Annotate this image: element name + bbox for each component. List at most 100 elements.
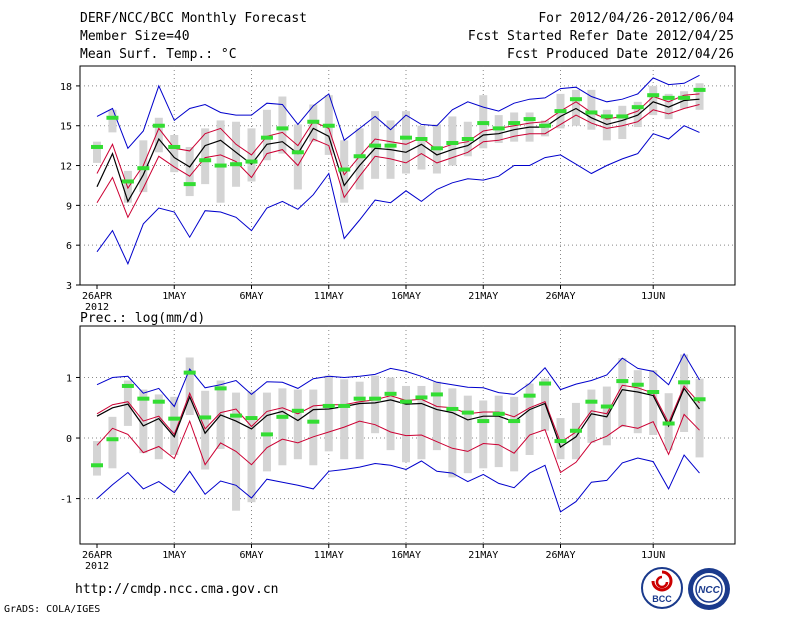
series-line-lower	[96, 413, 700, 474]
median-marker	[631, 382, 644, 387]
y-tick-label: 12	[60, 162, 72, 173]
source-url[interactable]: http://cmdp.ncc.cma.gov.cn	[75, 582, 279, 597]
spread-box	[309, 389, 318, 466]
median-marker	[508, 121, 521, 126]
median-marker	[662, 421, 675, 426]
spread-box	[108, 109, 117, 133]
spread-box	[618, 105, 627, 139]
x-tick-label: 1JUN	[641, 291, 665, 302]
median-marker	[415, 395, 428, 400]
ncc-logo: NCC	[688, 568, 730, 610]
median-marker	[276, 126, 289, 131]
bcc-logo-text: BCC	[652, 594, 672, 604]
median-marker	[384, 143, 397, 148]
spread-box	[93, 141, 101, 163]
median-marker	[461, 137, 474, 141]
x-tick-label: 6MAY	[239, 291, 263, 302]
median-marker	[137, 396, 150, 401]
median-marker	[384, 391, 397, 396]
x-tick-label: 6MAY	[239, 550, 263, 561]
median-marker	[369, 396, 382, 401]
spread-box	[93, 441, 101, 476]
series-line-max	[96, 352, 700, 408]
median-marker	[631, 105, 644, 110]
y-tick-label: 3	[66, 281, 72, 292]
median-marker	[569, 97, 582, 102]
x-tick-sublabel: 2012	[85, 302, 109, 313]
series-line-min	[96, 125, 700, 266]
median-marker	[183, 182, 196, 187]
member-size: Member Size=40	[80, 29, 190, 44]
panel-title: Prec.: log(mm/d)	[80, 311, 205, 326]
spread-box	[262, 392, 271, 472]
median-marker	[461, 410, 474, 415]
spread-box	[649, 85, 658, 116]
spread-box	[556, 418, 565, 460]
spread-box	[417, 125, 426, 170]
median-marker	[338, 167, 351, 172]
median-marker	[106, 115, 119, 120]
spread-box	[494, 395, 503, 468]
spread-box	[170, 135, 179, 173]
median-marker	[647, 390, 660, 395]
median-marker	[168, 144, 181, 149]
median-marker	[106, 437, 119, 442]
spread-box	[587, 89, 596, 130]
x-tick-label: 16MAY	[391, 550, 421, 561]
median-marker	[616, 379, 629, 384]
ncc-logo-text: NCC	[698, 585, 720, 596]
median-marker	[199, 158, 212, 163]
series-line-mean	[96, 387, 700, 449]
spread-box	[695, 378, 704, 458]
series-line-mean	[96, 98, 700, 203]
spread-box	[123, 380, 132, 426]
spread-box	[278, 388, 287, 466]
spread-box	[278, 96, 287, 154]
y-tick-label: 1	[66, 373, 72, 384]
median-marker	[585, 399, 598, 404]
median-marker	[600, 404, 613, 409]
median-marker	[214, 163, 227, 168]
median-marker	[678, 380, 691, 385]
y-tick-label: 9	[66, 201, 72, 212]
median-marker	[260, 432, 273, 437]
median-marker	[446, 406, 459, 411]
spread-box	[633, 370, 642, 434]
x-tick-sublabel: 2012	[85, 561, 109, 572]
median-marker	[600, 114, 613, 119]
median-marker	[230, 162, 243, 167]
spread-box	[108, 416, 117, 469]
x-tick-label: 21MAY	[468, 550, 498, 561]
median-marker	[214, 386, 227, 391]
median-marker	[260, 135, 273, 140]
spread-box	[262, 109, 271, 161]
plot-frame	[79, 65, 736, 286]
median-marker	[199, 415, 212, 420]
spread-box	[649, 370, 658, 435]
forecast-produced-date: Fcst Produced Date 2012/04/26	[507, 47, 734, 62]
x-tick-label: 26MAY	[545, 550, 575, 561]
spread-box	[216, 120, 225, 203]
median-marker	[477, 121, 490, 126]
x-tick-label: 1MAY	[162, 291, 186, 302]
spread-box	[154, 117, 163, 153]
series-line-max	[96, 74, 700, 150]
spread-box	[154, 394, 163, 460]
median-marker	[291, 408, 304, 413]
y-tick-label: 0	[66, 434, 72, 445]
spread-box	[602, 109, 611, 141]
median-marker	[693, 397, 706, 402]
median-marker	[554, 439, 567, 444]
median-marker	[91, 144, 103, 149]
series-line-upper	[96, 384, 700, 444]
spread-box	[510, 112, 519, 142]
spread-box	[355, 128, 364, 190]
forecast-start-date: Fcst Started Refer Date 2012/04/25	[467, 29, 734, 44]
spread-box	[386, 377, 395, 451]
median-marker	[662, 95, 675, 100]
top-panel-variable: Mean Surf. Temp.: °C	[80, 47, 237, 62]
x-tick-label: 26MAY	[545, 291, 575, 302]
median-marker	[230, 413, 243, 418]
